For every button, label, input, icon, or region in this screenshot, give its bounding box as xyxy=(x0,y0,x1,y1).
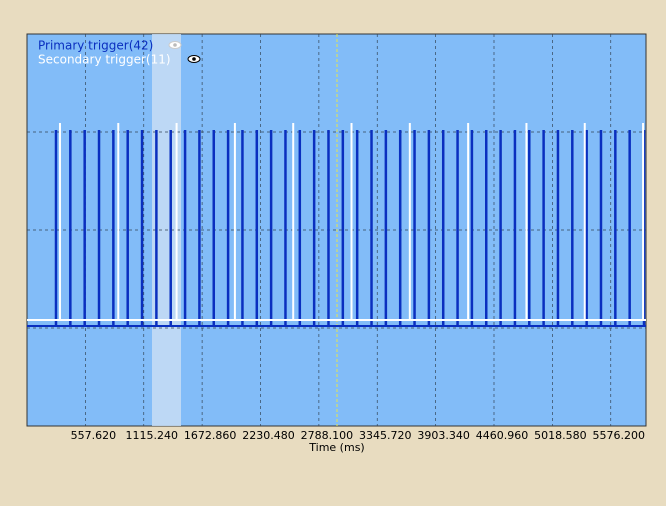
marks xyxy=(27,34,646,426)
legend-primary[interactable]: Primary trigger(42) xyxy=(38,39,153,53)
x-tick-label: 5018.580 xyxy=(534,429,587,442)
x-tick-label: 557.620 xyxy=(71,429,117,442)
x-tick-label: 2230.480 xyxy=(242,429,295,442)
x-tick-label: 2788.100 xyxy=(301,429,354,442)
x-tick-label: 4460.960 xyxy=(476,429,529,442)
x-tick-label: 1115.240 xyxy=(125,429,178,442)
legend-secondary[interactable]: Secondary trigger(11) xyxy=(38,53,171,67)
x-tick-label: 3903.340 xyxy=(417,429,470,442)
x-axis-label: Time (ms) xyxy=(308,441,364,454)
eye-icon[interactable] xyxy=(168,41,182,49)
x-tick-label: 1672.860 xyxy=(184,429,237,442)
x-tick-label: 3345.720 xyxy=(359,429,412,442)
x-tick-label: 5576.200 xyxy=(592,429,645,442)
eye-icon[interactable] xyxy=(187,55,201,63)
